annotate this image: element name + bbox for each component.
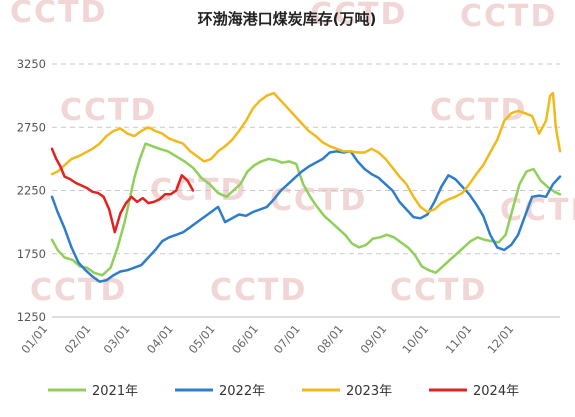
legend-label: 2023年 xyxy=(346,384,392,399)
x-tick-label: 07/01 xyxy=(271,322,303,356)
y-axis: 3250 2750 2250 1750 1250 xyxy=(17,57,46,324)
x-tick-label: 10/01 xyxy=(399,322,431,356)
x-tick-label: 02/01 xyxy=(62,322,94,356)
x-tick-label: 11/01 xyxy=(443,322,475,356)
y-tick-label: 1250 xyxy=(17,310,46,324)
x-tick-label: 04/01 xyxy=(144,322,176,356)
x-axis: 01/01 02/01 03/01 04/01 05/01 06/01 07/01 08/01… xyxy=(18,316,560,356)
legend-label: 2021年 xyxy=(92,384,138,399)
watermark-text: CCTD xyxy=(430,93,527,128)
series-line-2021年 xyxy=(50,142,562,277)
legend-label: 2022年 xyxy=(219,384,265,399)
watermark-text: CCTD xyxy=(60,93,157,128)
watermark-text: CCTD xyxy=(30,273,127,308)
y-tick-label: 3250 xyxy=(17,57,46,71)
x-tick-label: 06/01 xyxy=(229,322,261,356)
y-tick-label: 2250 xyxy=(17,184,46,198)
y-tick-label: 1750 xyxy=(17,247,46,261)
watermark-text: CCTD xyxy=(270,183,367,218)
x-tick-label: 09/01 xyxy=(357,322,389,356)
x-tick-label: 05/01 xyxy=(186,322,218,356)
watermark-layer: CCTDCCTDCCTDCCTDCCTDCCTDCCTDCCTDCCTDCCTD… xyxy=(10,0,575,308)
watermark-text: CCTD xyxy=(460,0,557,34)
legend-label: 2024年 xyxy=(473,384,519,399)
watermark-text: CCTD xyxy=(210,273,307,308)
series-line-2023年 xyxy=(50,91,562,214)
x-tick-label: 08/01 xyxy=(314,322,346,356)
y-tick-label: 2750 xyxy=(17,120,46,134)
x-tick-label: 12/01 xyxy=(484,322,516,356)
series-line-2022年 xyxy=(50,150,562,283)
x-tick-label: 01/01 xyxy=(18,322,50,356)
watermark-text: CCTD xyxy=(10,0,107,30)
x-tick-label: 03/01 xyxy=(101,322,133,356)
legend: 2021年 2022年 2023年 2024年 xyxy=(48,384,519,399)
series-lines xyxy=(50,91,562,283)
chart-title: 环渤海港口煤炭库存(万吨) xyxy=(198,10,377,28)
watermark-text: CCTD xyxy=(390,273,487,308)
watermark-text: CCTD xyxy=(310,0,407,32)
series-line-2024年 xyxy=(50,147,195,234)
